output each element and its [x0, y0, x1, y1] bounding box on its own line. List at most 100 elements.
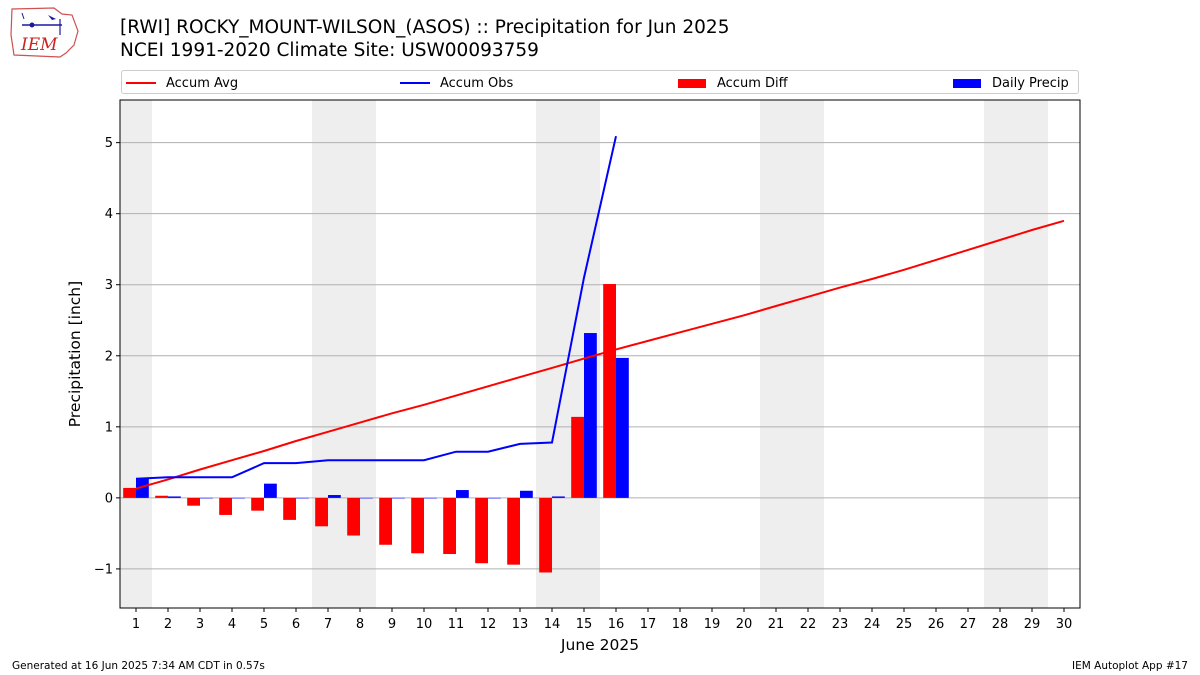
y-tick-label-5: 4	[105, 207, 113, 222]
legend-label-accum-avg: Accum Avg	[166, 75, 239, 91]
accum-diff-bar-day-1	[123, 487, 136, 498]
accum-diff-bar-day-2	[155, 495, 168, 498]
y-axis-ticks: −1 0 1 2 3 4 5	[94, 136, 120, 577]
x-axis-ticks: 1 2 3 4 5 6 7 8 9 10 11 12 13 14 15 16 17 18 19 20 21 22 23 24 2…	[132, 608, 1072, 632]
legend-swatch-daily-precip	[953, 78, 981, 88]
legend-label-daily-precip: Daily Precip	[992, 75, 1069, 91]
y-tick-label-4: 3	[105, 278, 113, 293]
weekend-shade-3	[760, 100, 824, 608]
accum-diff-bar-day-3	[187, 497, 200, 506]
accum-diff-bar-day-14	[539, 497, 552, 573]
accum-diff-bar-day-15	[571, 416, 584, 498]
daily-precip-bar-day-9	[392, 497, 405, 499]
x-tick-label-22: 23	[832, 617, 849, 632]
x-tick-label-26: 27	[960, 617, 977, 632]
daily-precip-bar-day-6	[296, 497, 309, 499]
plot-frame	[119, 99, 1081, 609]
x-tick-label-10: 11	[448, 617, 465, 632]
x-tick-label-23: 24	[864, 617, 881, 632]
x-tick-label-16: 17	[640, 617, 657, 632]
generated-note: Generated at 16 Jun 2025 7:34 AM CDT in …	[12, 660, 265, 672]
accum-diff-bar-day-7	[315, 497, 328, 527]
accum-diff-bar-day-10	[411, 497, 424, 554]
accum-diff-bar-day-11	[443, 497, 456, 555]
x-tick-label-25: 26	[928, 617, 945, 632]
x-tick-label-8: 9	[388, 617, 396, 632]
x-tick-label-12: 13	[512, 617, 529, 632]
x-tick-label-6: 7	[324, 617, 332, 632]
y-tick-label-1: 0	[105, 491, 113, 506]
legend-item-daily-precip: Daily Precip	[953, 71, 1069, 95]
x-tick-label-3: 4	[228, 617, 236, 632]
legend-label-accum-diff: Accum Diff	[717, 75, 788, 91]
x-tick-label-11: 12	[480, 617, 497, 632]
daily-precip-bar-day-15	[584, 333, 597, 498]
x-tick-label-24: 25	[896, 617, 913, 632]
x-tick-label-28: 29	[1024, 617, 1041, 632]
daily-precip-bar-day-8	[360, 497, 373, 499]
y-tick-label-3: 2	[105, 349, 113, 364]
legend-item-accum-obs: Accum Obs	[400, 71, 513, 95]
x-tick-label-21: 22	[800, 617, 817, 632]
accum-diff-bar-day-13	[507, 497, 520, 565]
daily-precip-bar-day-7	[328, 495, 341, 498]
accum-obs-line	[135, 135, 617, 480]
x-tick-label-13: 14	[544, 617, 561, 632]
daily-precip-bars	[136, 333, 629, 499]
x-tick-label-2: 3	[196, 617, 204, 632]
x-tick-label-9: 10	[416, 617, 433, 632]
iem-logo: IEM	[10, 7, 79, 58]
x-tick-label-17: 18	[672, 617, 689, 632]
x-tick-label-0: 1	[132, 617, 140, 632]
x-tick-label-7: 8	[356, 617, 364, 632]
chart-subtitle: NCEI 1991-2020 Climate Site: USW00093759	[120, 40, 539, 61]
daily-precip-bar-day-4	[232, 497, 245, 499]
weekend-shade-1	[312, 100, 376, 608]
daily-precip-bar-day-11	[456, 490, 469, 498]
accum-avg-line	[135, 219, 1065, 490]
legend-swatch-accum-avg	[126, 82, 156, 84]
daily-precip-bar-day-12	[488, 497, 501, 499]
app-note: IEM Autoplot App #17	[1072, 660, 1188, 672]
x-tick-label-27: 28	[992, 617, 1009, 632]
x-tick-label-4: 5	[260, 617, 268, 632]
daily-precip-bar-day-10	[424, 497, 437, 499]
legend-swatch-accum-obs	[400, 82, 430, 84]
x-tick-label-15: 16	[608, 617, 625, 632]
accum-diff-bar-day-12	[475, 497, 488, 564]
legend-item-accum-avg: Accum Avg	[126, 71, 238, 95]
y-axis-label: Precipitation [inch]	[66, 281, 84, 427]
x-tick-label-14: 15	[576, 617, 593, 632]
grid-lines	[120, 142, 1080, 570]
y-tick-label-0: −1	[94, 562, 113, 577]
accum-diff-bar-day-9	[379, 497, 392, 545]
daily-precip-bar-day-2	[168, 496, 181, 498]
legend-swatch-accum-diff	[678, 78, 706, 88]
daily-precip-bar-day-13	[520, 490, 533, 498]
x-tick-label-29: 30	[1056, 617, 1073, 632]
accum-diff-bar-day-16	[603, 284, 616, 498]
legend: Accum Avg Accum Obs Accum Diff Daily Pre…	[121, 70, 1079, 94]
daily-precip-bar-day-14	[552, 496, 565, 498]
x-axis-label: June 2025	[560, 636, 639, 654]
y-tick-label-2: 1	[105, 420, 113, 435]
x-tick-label-19: 20	[736, 617, 753, 632]
daily-precip-bar-day-1	[136, 478, 149, 498]
y-tick-label-6: 5	[105, 136, 113, 151]
x-tick-label-5: 6	[292, 617, 300, 632]
chart-title: [RWI] ROCKY_MOUNT-WILSON_(ASOS) :: Preci…	[120, 17, 730, 38]
accum-diff-bar-day-6	[283, 497, 296, 520]
logo-text: IEM	[20, 35, 58, 55]
legend-label-accum-obs: Accum Obs	[440, 75, 514, 91]
legend-item-accum-diff: Accum Diff	[678, 71, 788, 95]
daily-precip-bar-day-16	[616, 357, 629, 498]
accum-lines	[135, 135, 1065, 490]
x-tick-label-1: 2	[164, 617, 172, 632]
accum-diff-bar-day-8	[347, 497, 360, 536]
x-tick-label-20: 21	[768, 617, 785, 632]
weekend-shade-0	[120, 100, 152, 608]
weekend-shade-4	[984, 100, 1048, 608]
daily-precip-bar-day-3	[200, 497, 213, 499]
accum-diff-bars	[123, 284, 616, 573]
